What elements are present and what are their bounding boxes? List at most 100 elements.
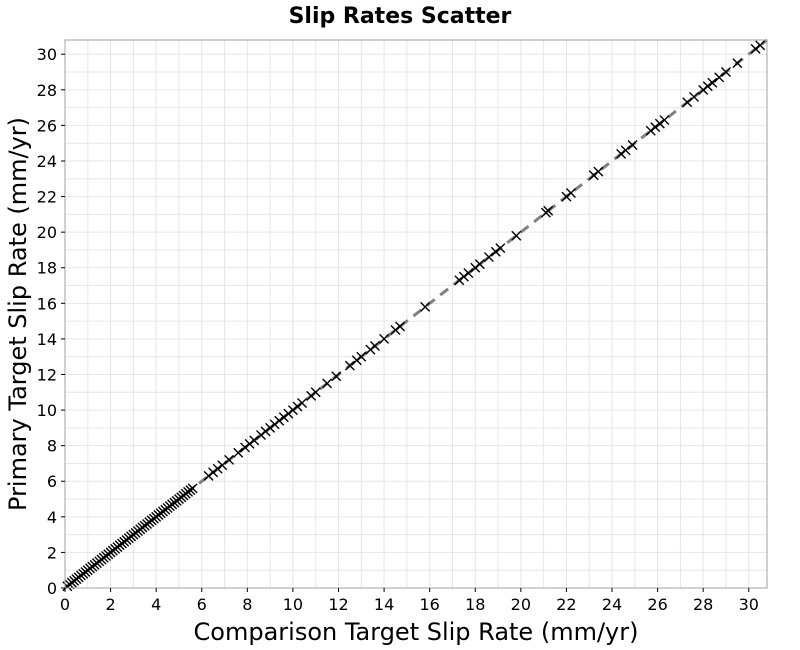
data-point [454, 275, 465, 286]
y-tick-label: 16 [37, 294, 57, 313]
data-point [588, 170, 599, 181]
y-tick-label: 4 [47, 508, 57, 527]
x-tick-label: 18 [465, 595, 485, 614]
data-point [212, 463, 223, 474]
data-point [390, 325, 401, 336]
data-point [395, 321, 406, 332]
data-point [187, 483, 198, 494]
y-axis-label: Primary Target Slip Rate (mm/yr) [4, 117, 32, 511]
data-point [265, 422, 276, 433]
data-point [620, 145, 631, 156]
data-point [458, 271, 469, 282]
grid-lines [65, 40, 767, 588]
data-point [233, 447, 244, 458]
y-tick-label: 0 [47, 579, 57, 598]
data-point [344, 360, 355, 371]
y-tick-label: 20 [37, 223, 57, 242]
data-point [292, 401, 303, 412]
data-point [474, 259, 485, 270]
data-point [278, 412, 289, 423]
y-tick-label: 26 [37, 116, 57, 135]
data-point [351, 355, 362, 366]
x-tick-label: 0 [60, 595, 70, 614]
x-axis-ticks: 0 2 4 6 8 10 12 14 16 18 20 22 24 26 28 30 [60, 588, 759, 614]
x-tick-label: 30 [739, 595, 759, 614]
data-point [750, 43, 761, 54]
x-tick-label: 22 [556, 595, 576, 614]
data-point [224, 454, 235, 465]
data-point [654, 118, 665, 129]
data-point [331, 371, 342, 382]
data-point [707, 77, 718, 88]
data-point [682, 97, 693, 108]
data-point [543, 205, 554, 216]
data-point [659, 115, 670, 126]
data-point [565, 188, 576, 199]
data-point [689, 91, 700, 102]
data-point [269, 419, 280, 430]
y-tick-label: 24 [37, 152, 57, 171]
y-tick-label: 10 [37, 401, 57, 420]
x-tick-label: 2 [105, 595, 115, 614]
y-tick-label: 14 [37, 330, 57, 349]
data-point [720, 67, 731, 78]
data-point [217, 460, 228, 471]
chart-title: Slip Rates Scatter [289, 4, 512, 29]
data-point [490, 246, 501, 257]
data-point [379, 333, 390, 344]
x-tick-label: 16 [419, 595, 439, 614]
data-point [240, 442, 251, 453]
data-point [714, 72, 725, 83]
data-point [249, 435, 260, 446]
data-point [297, 397, 308, 408]
y-tick-label: 18 [37, 259, 57, 278]
x-tick-label: 8 [242, 595, 252, 614]
plot-frame [64, 39, 768, 589]
data-point [287, 405, 298, 416]
data-point [627, 139, 638, 150]
data-point [274, 415, 285, 426]
data-point [356, 351, 367, 362]
data-point [244, 438, 255, 449]
data-point [203, 470, 214, 481]
data-point [283, 408, 294, 419]
data-point [616, 148, 627, 159]
data-point [495, 243, 506, 254]
data-point [256, 429, 267, 440]
data-point [650, 122, 661, 133]
data-point [755, 40, 766, 51]
data-point [420, 301, 431, 312]
data-points [62, 40, 766, 592]
data-point [365, 344, 376, 355]
data-point [483, 252, 494, 263]
y-tick-label: 28 [37, 81, 57, 100]
data-point [732, 58, 743, 69]
y-tick-label: 6 [47, 472, 57, 491]
data-point [561, 191, 572, 202]
x-tick-label: 26 [647, 595, 667, 614]
data-point [702, 81, 713, 92]
data-point [322, 378, 333, 389]
y-tick-label: 22 [37, 188, 57, 207]
x-tick-label: 24 [602, 595, 622, 614]
y-tick-label: 2 [47, 543, 57, 562]
x-tick-label: 20 [511, 595, 531, 614]
reference-line [64, 38, 768, 590]
data-point [511, 230, 522, 241]
data-point [260, 426, 271, 437]
x-tick-label: 10 [283, 595, 303, 614]
data-point [470, 262, 481, 273]
data-point [698, 84, 709, 95]
data-point [369, 341, 380, 352]
x-axis-label: Comparison Target Slip Rate (mm/yr) [194, 618, 639, 646]
y-tick-label: 12 [37, 365, 57, 384]
x-tick-label: 6 [197, 595, 207, 614]
x-tick-label: 4 [151, 595, 161, 614]
y-tick-label: 8 [47, 437, 57, 456]
data-point [593, 166, 604, 177]
data-point [306, 390, 317, 401]
identity-dashed-line [64, 38, 768, 590]
data-point [208, 467, 219, 478]
